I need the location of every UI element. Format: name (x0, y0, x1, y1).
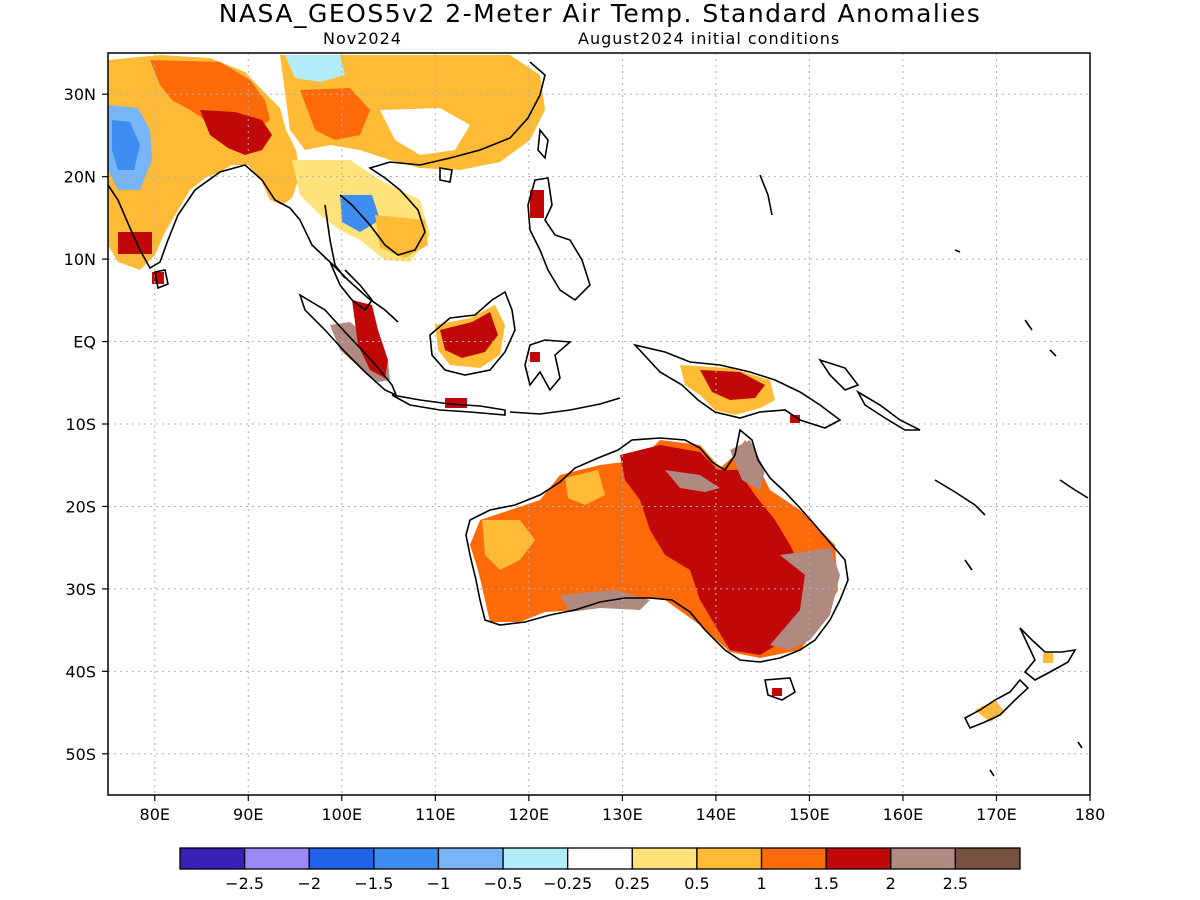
map-title: NASA_GEOS5v2 2-Meter Air Temp. Standard … (218, 0, 982, 28)
colorbar-swatch (373, 847, 440, 870)
coast-hainan (439, 167, 453, 183)
himalaya-hot (200, 110, 272, 155)
coast-islands-pacific (759, 174, 1083, 777)
south-asia-warm-core (150, 60, 270, 130)
forecast-month: Nov2024 (323, 29, 402, 48)
lat-label: 20N (64, 168, 96, 187)
lat-label: 30N (64, 85, 96, 104)
colorbar-tick-label: −2.5 (225, 874, 264, 893)
colorbar-swatch (696, 847, 763, 870)
colorbar-tick-label: 2 (886, 874, 896, 893)
longitude-labels: 80E 90E 100E 110E 120E 130E 140E 150E 160E 170E 18… (140, 805, 1106, 824)
east-asia-warm (300, 88, 370, 140)
colorbar-swatch (502, 847, 569, 870)
lon-label: 160E (883, 805, 924, 824)
coast-tasmania (764, 677, 796, 701)
coast-new-caledonia (1059, 479, 1089, 499)
lon-label: 180 (1075, 805, 1106, 824)
colorbar-tick-label: −0.5 (484, 874, 523, 893)
philippines-hot (530, 190, 544, 218)
colorbar-swatch (179, 847, 246, 870)
lat-label: 50S (65, 745, 96, 764)
lat-label: EQ (73, 333, 96, 352)
lon-label: 80E (140, 805, 170, 824)
colorbar-tick-label: 1.5 (813, 874, 838, 893)
india-south-hot (118, 232, 152, 254)
china-cool (285, 55, 345, 82)
axis-ticks (102, 93, 1091, 801)
coast-borneo (429, 290, 516, 376)
borneo-hot (440, 312, 498, 358)
australia-west-mild (565, 470, 605, 505)
coast-lesser-sunda (509, 397, 621, 415)
lon-label: 110E (415, 805, 456, 824)
lon-label: 120E (509, 805, 550, 824)
colorbar-tick-label: 0.25 (614, 874, 650, 893)
coast-java (391, 394, 506, 416)
coast-solomon (934, 479, 986, 516)
lat-label: 40S (65, 662, 96, 681)
colorbar-tick-label: 2.5 (943, 874, 968, 893)
colorbar-tick-label: 1 (756, 874, 766, 893)
lat-label: 30S (65, 580, 96, 599)
coast-taiwan (537, 127, 549, 160)
png-east-hot (790, 415, 800, 423)
coastlines (108, 61, 1089, 777)
lon-label: 130E (602, 805, 643, 824)
anomaly-fill-layer (108, 55, 1053, 722)
india-cool-core (112, 120, 140, 170)
lon-label: 150E (789, 805, 830, 824)
sri-lanka-hot (152, 272, 164, 284)
sumatra-hot (352, 300, 388, 378)
colorbar-swatch (308, 847, 375, 870)
coast-sulawesi (524, 339, 572, 392)
colorbar-tick-label: −0.25 (543, 874, 592, 893)
nz-north-warm (1043, 653, 1053, 663)
lon-label: 90E (233, 805, 263, 824)
colorbar-tick-label: 0.5 (684, 874, 709, 893)
lon-label: 170E (976, 805, 1017, 824)
lat-label: 10S (65, 415, 96, 434)
lat-label: 20S (65, 497, 96, 516)
australia-north-extreme (665, 470, 720, 492)
latitude-labels: 30N 20N 10N EQ 10S 20S 30S 40S 50S (64, 85, 96, 764)
coast-indochina (324, 61, 546, 279)
initial-conditions-label: August2024 initial conditions (578, 29, 841, 48)
colorbar-tick-label: −1.5 (354, 874, 393, 893)
coast-sri-lanka (154, 269, 169, 290)
colorbar-swatch (243, 847, 310, 870)
china-neutral (380, 108, 470, 155)
lat-label: 10N (64, 250, 96, 269)
coast-malay (329, 261, 373, 312)
graticule (108, 53, 1090, 795)
coast-nz-south (963, 678, 1030, 730)
colorbar-tick-label: −1 (427, 874, 451, 893)
australia-southwest-mild (482, 520, 535, 570)
colorbar-swatch (954, 847, 1021, 870)
coast-bismarck (818, 358, 921, 431)
australia-extreme (770, 548, 840, 650)
colorbar-swatch (890, 847, 957, 870)
colorbar-swatch (437, 847, 504, 870)
colorbar-labels: −2.5 −2 −1.5 −1 −0.5 −0.25 0.25 0.5 1 1.5 2 2.5 (225, 874, 968, 893)
coast-new-guinea (632, 343, 842, 429)
java-hot (445, 398, 467, 408)
colorbar-tick-label: −2 (297, 874, 321, 893)
colorbar-swatch (631, 847, 698, 870)
colorbar-swatch (567, 847, 633, 870)
colorbar-swatch (825, 847, 892, 870)
lon-label: 140E (696, 805, 737, 824)
coast-nz-north (1019, 627, 1077, 681)
colorbar-swatch (760, 847, 827, 870)
sulawesi-hot (530, 352, 540, 362)
colorbar (179, 847, 1021, 870)
coast-philippines (527, 177, 591, 302)
australia-hot-core (620, 445, 805, 655)
lon-label: 100E (321, 805, 362, 824)
tasmania-hot (772, 688, 782, 696)
coast-australia (465, 428, 849, 663)
